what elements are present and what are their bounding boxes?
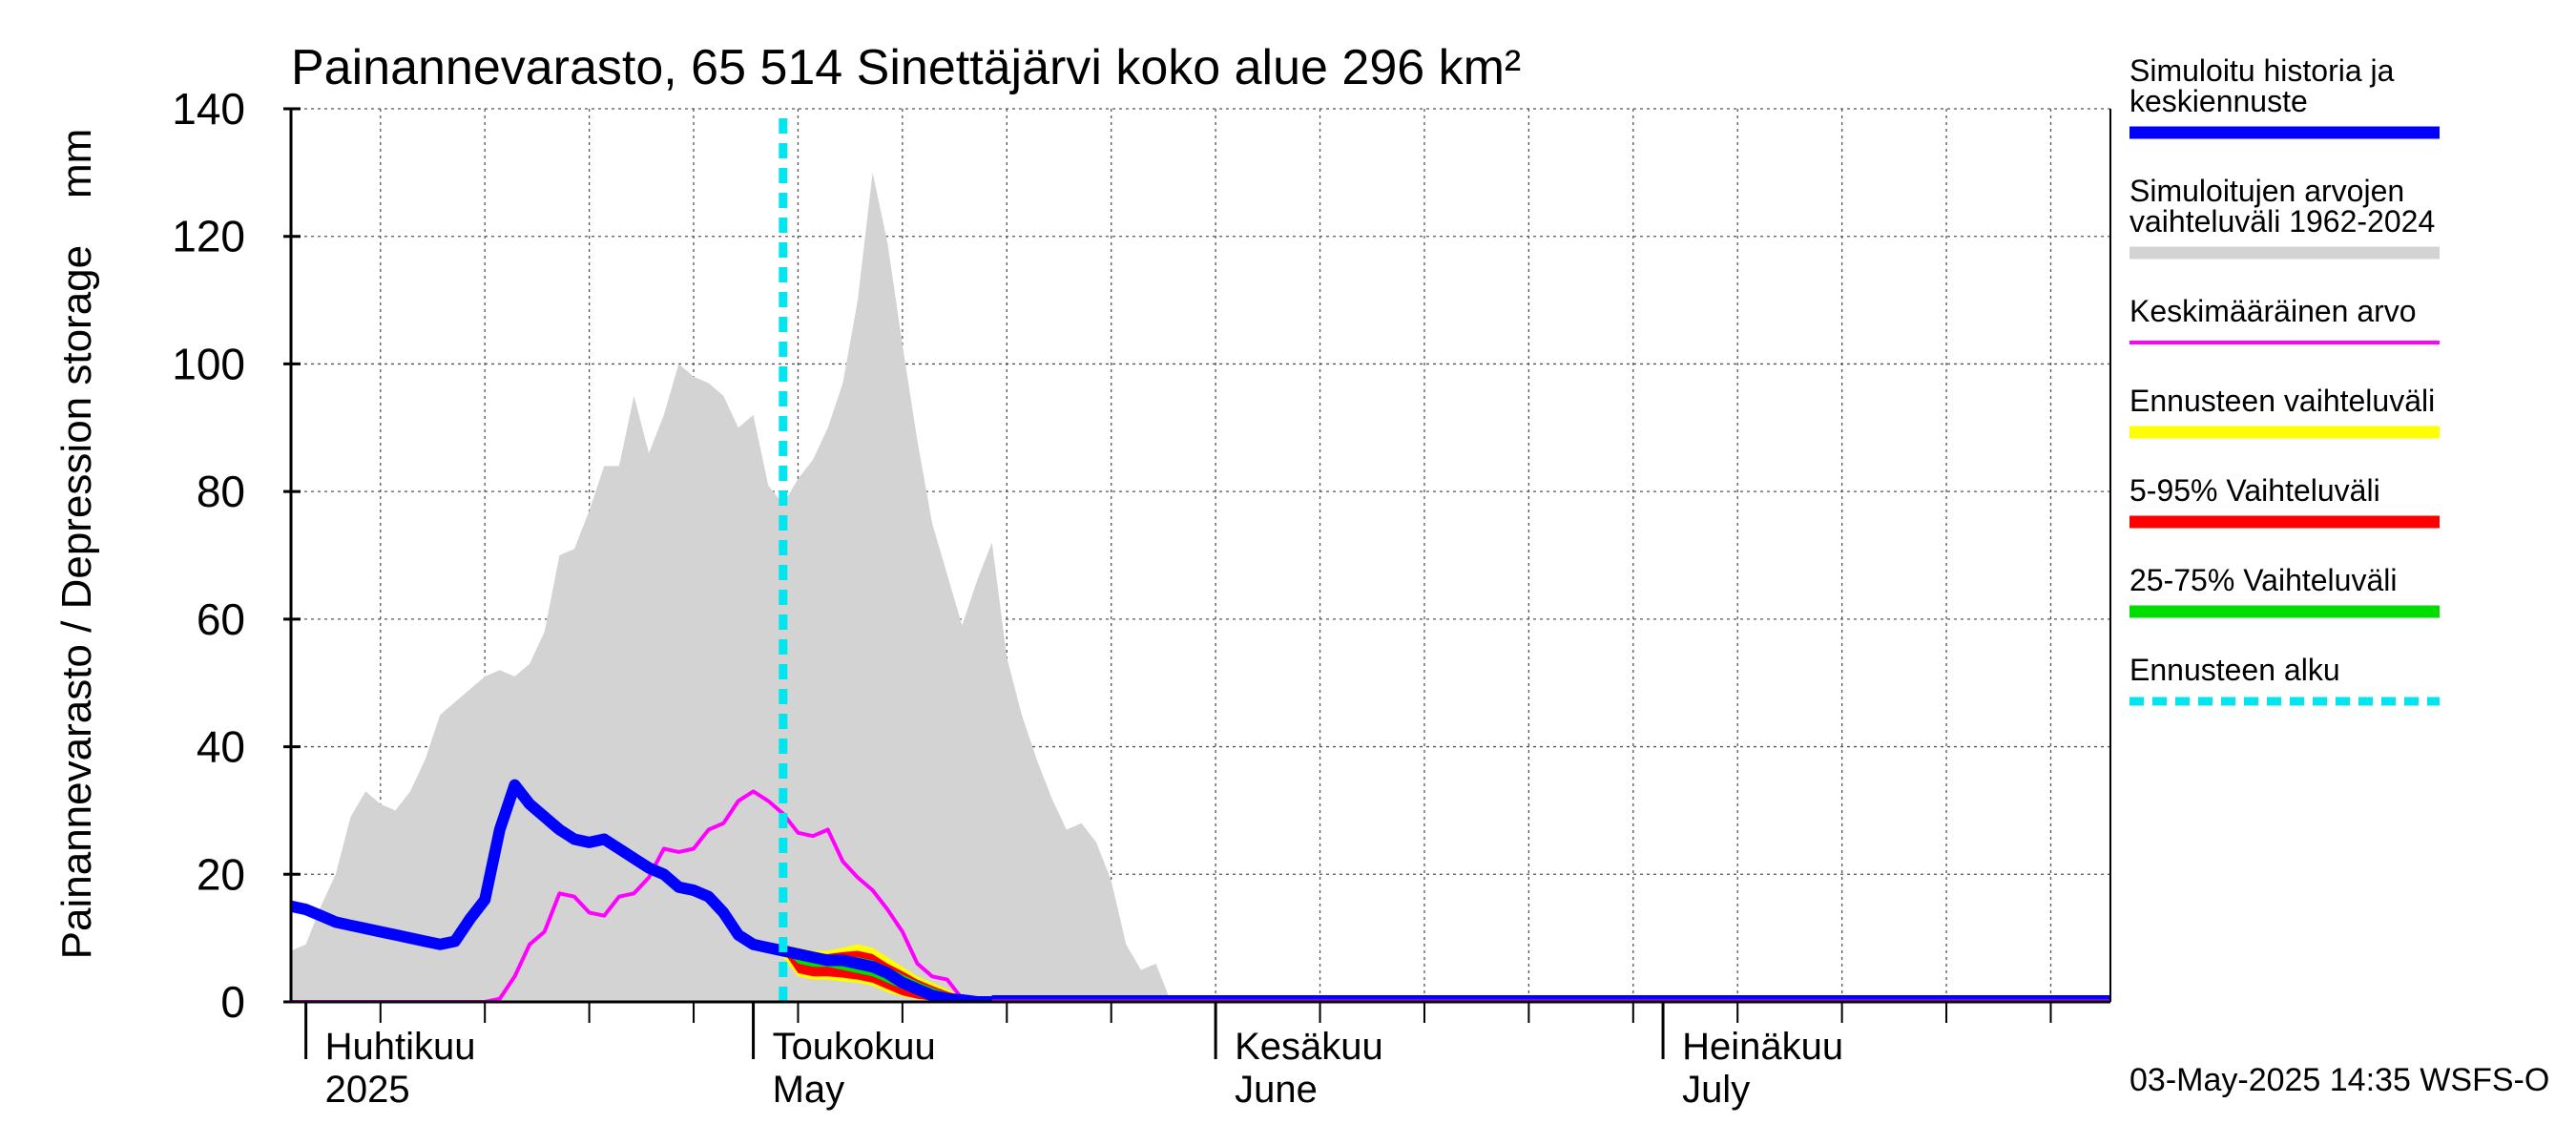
y-axis-label: Painannevarasto / Depression storage mm xyxy=(53,129,100,960)
x-month-sublabel: May xyxy=(773,1069,845,1111)
y-tick-label: 100 xyxy=(172,339,245,388)
y-tick-label: 0 xyxy=(220,977,245,1027)
x-month-sublabel: July xyxy=(1682,1069,1750,1111)
x-month-sublabel: 2025 xyxy=(325,1069,410,1111)
y-tick-label: 120 xyxy=(172,212,245,261)
legend-label: Ennusteen alku xyxy=(2129,653,2340,687)
x-month-label: Kesäkuu xyxy=(1235,1026,1383,1068)
x-month-label: Toukokuu xyxy=(773,1026,936,1068)
legend-label: Ennusteen vaihteluväli xyxy=(2129,384,2435,418)
legend-label: Simuloitu historia ja xyxy=(2129,53,2395,88)
y-tick-label: 140 xyxy=(172,84,245,134)
legend-label: Keskimääräinen arvo xyxy=(2129,294,2417,328)
legend-label: Simuloitujen arvojen xyxy=(2129,174,2404,208)
y-tick-label: 60 xyxy=(197,594,245,644)
legend-label: 5-95% Vaihteluväli xyxy=(2129,473,2380,508)
y-tick-label: 80 xyxy=(197,467,245,516)
x-month-sublabel: June xyxy=(1235,1069,1318,1111)
chart-title: Painannevarasto, 65 514 Sinettäjärvi kok… xyxy=(291,40,1521,95)
legend-label: vaihteluväli 1962-2024 xyxy=(2129,204,2435,239)
legend-label: keskiennuste xyxy=(2129,84,2308,118)
series-line xyxy=(291,789,2110,1002)
y-tick-label: 20 xyxy=(197,849,245,899)
x-month-label: Huhtikuu xyxy=(325,1026,476,1068)
x-month-label: Heinäkuu xyxy=(1682,1026,1843,1068)
series-line xyxy=(291,779,2110,1002)
footer-timestamp: 03-May-2025 14:35 WSFS-O xyxy=(2129,1062,2549,1098)
legend-label: 25-75% Vaihteluväli xyxy=(2129,563,2397,597)
y-tick-label: 40 xyxy=(197,722,245,772)
